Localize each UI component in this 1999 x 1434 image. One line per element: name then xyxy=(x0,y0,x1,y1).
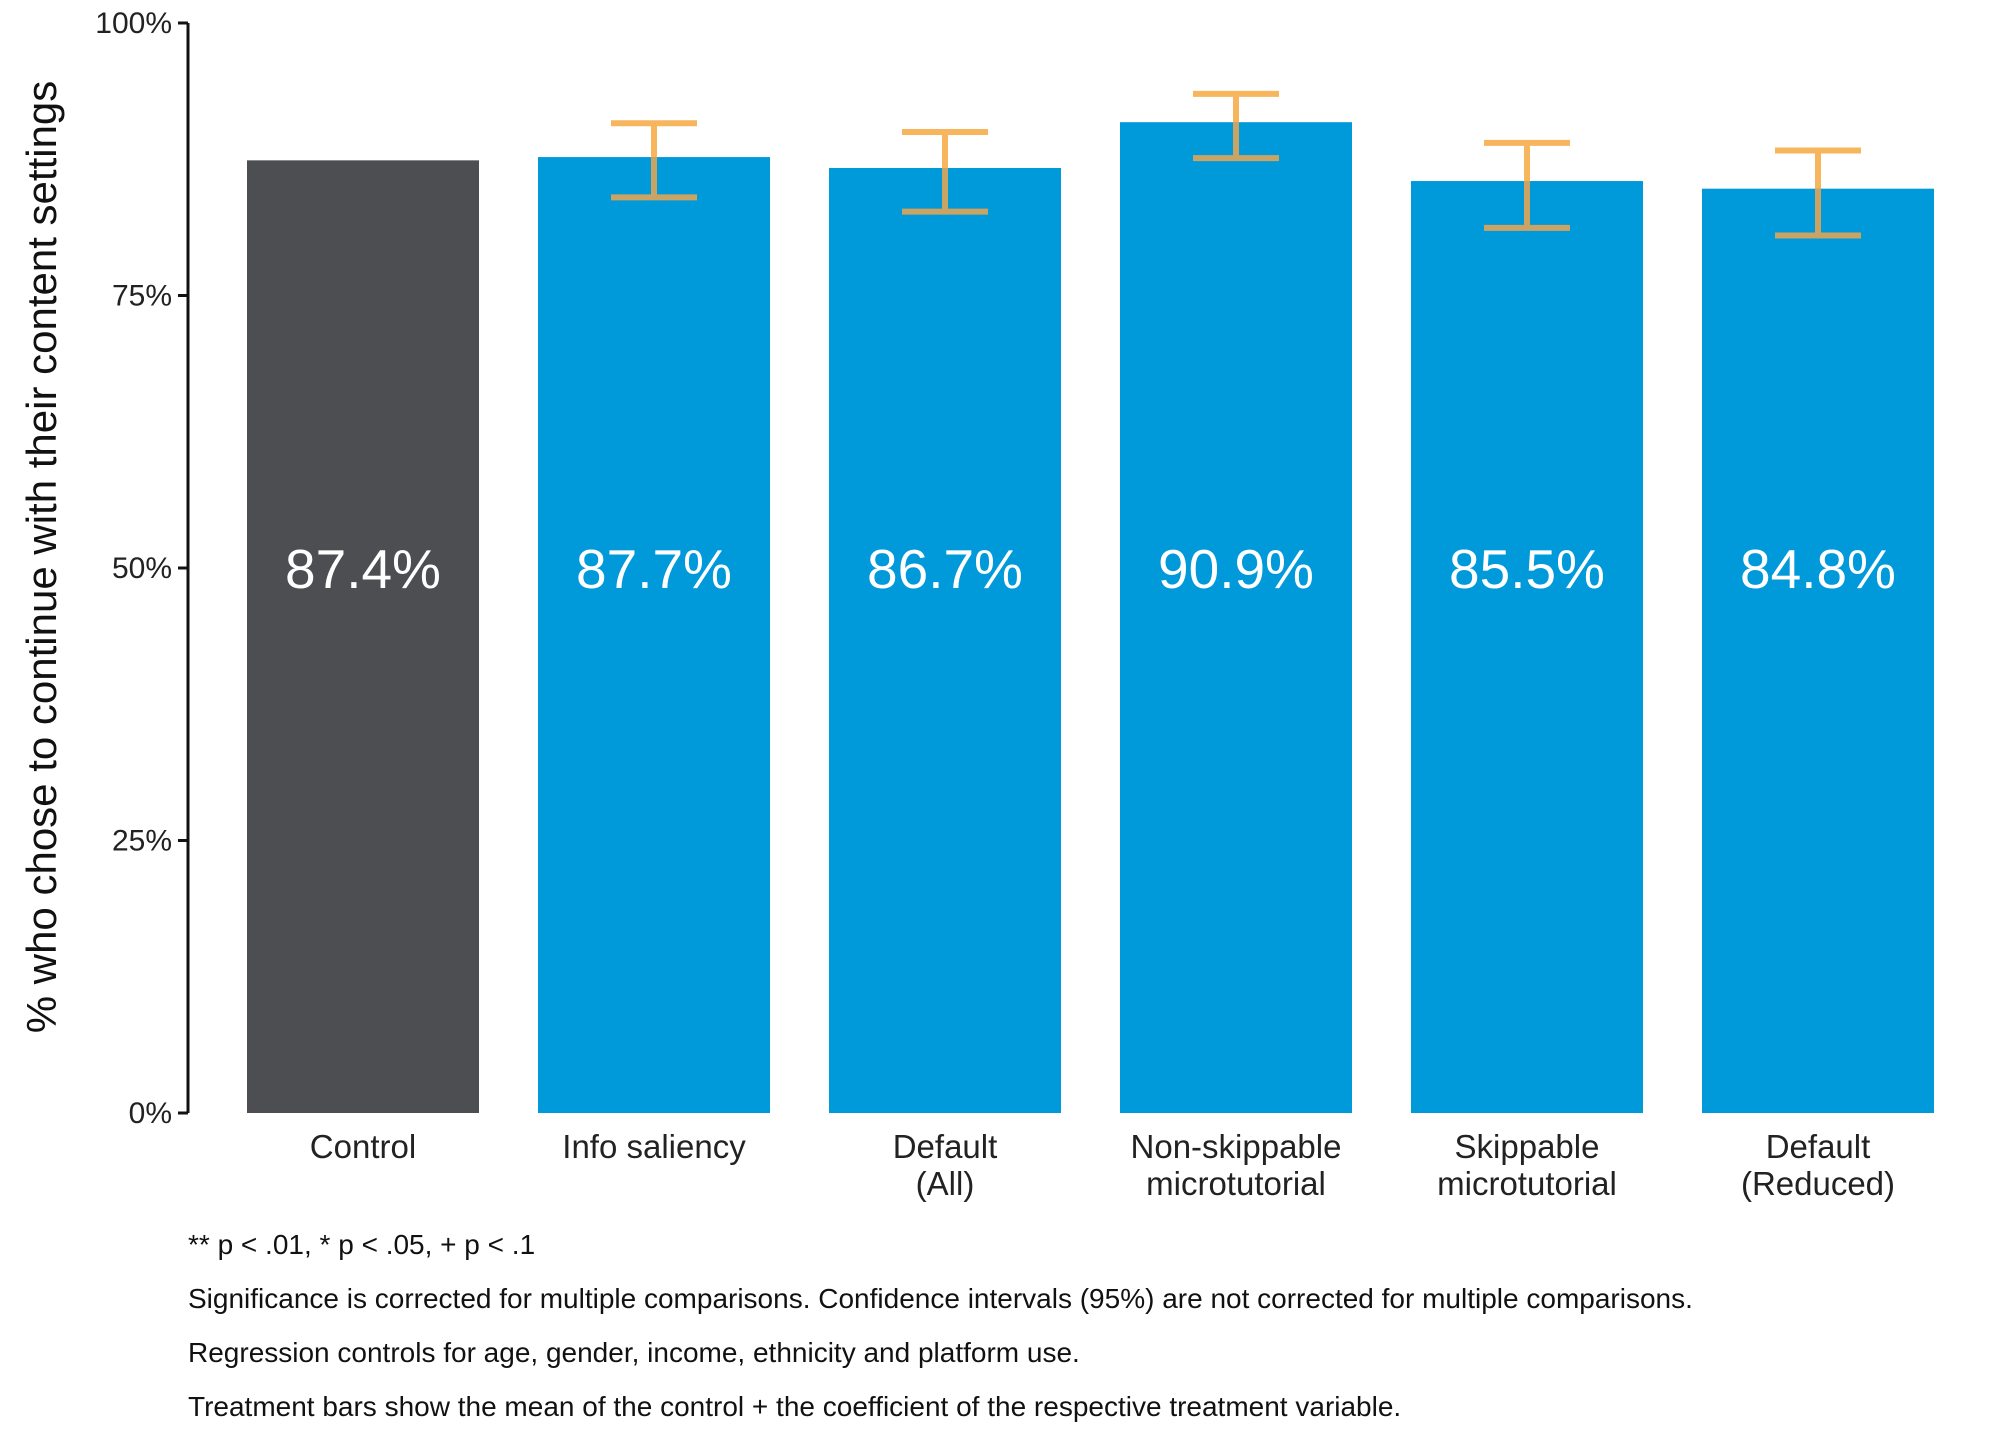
category-label-5-line-0: Default xyxy=(1766,1128,1871,1165)
value-label-1: 87.7% xyxy=(576,538,732,600)
error-bar-1 xyxy=(611,120,697,201)
category-label-5-line-1: (Reduced) xyxy=(1741,1165,1895,1202)
bar-5 xyxy=(1702,188,1934,1113)
value-labels: 87.4% 87.7% 86.7% 90.9% 85.5% 84.8% xyxy=(285,538,1896,600)
bar-4 xyxy=(1411,181,1643,1114)
y-tick-label-1: 25% xyxy=(112,825,172,858)
category-label-2-line-1: (All) xyxy=(916,1165,975,1202)
y-tick-label-2: 50% xyxy=(112,552,172,585)
y-tick-label-3: 75% xyxy=(112,280,172,313)
y-tick-label-0: 0% xyxy=(129,1097,172,1130)
y-axis-label: % who chose to continue with their conte… xyxy=(18,81,65,1034)
category-label-3-line-0: Non-skippable xyxy=(1131,1128,1342,1165)
value-label-2: 86.7% xyxy=(867,538,1023,600)
error-bars xyxy=(611,90,1861,239)
correction-note: Significance is corrected for multiple c… xyxy=(188,1283,1693,1314)
chart-notes: ** p < .01, * p < .05, + p < .1 Signific… xyxy=(188,1218,1968,1434)
value-label-0: 87.4% xyxy=(285,538,441,600)
error-bar-3 xyxy=(1193,90,1279,162)
category-label-1: Info saliency xyxy=(562,1128,746,1165)
category-label-4-line-1: microtutorial xyxy=(1437,1165,1617,1202)
value-label-3: 90.9% xyxy=(1158,538,1314,600)
bar-2 xyxy=(829,167,1061,1114)
value-label-4: 85.5% xyxy=(1449,538,1605,600)
error-bar-5 xyxy=(1775,147,1861,239)
bar-0 xyxy=(247,160,479,1114)
significance-note: ** p < .01, * p < .05, + p < .1 xyxy=(188,1229,536,1260)
controls-note: Regression controls for age, gender, inc… xyxy=(188,1337,1080,1368)
y-tick-label-4: 100% xyxy=(95,7,172,40)
category-label-2-line-0: Default xyxy=(893,1128,998,1165)
category-label-3-line-1: microtutorial xyxy=(1146,1165,1326,1202)
bar-3 xyxy=(1120,122,1352,1113)
category-labels: Control Info saliency Default(All)Non-skip… xyxy=(310,1128,1895,1202)
y-axis: 0% 25% 50% 75% 100% xyxy=(95,7,190,1130)
value-label-5: 84.8% xyxy=(1740,538,1896,600)
category-label-4-line-0: Skippable xyxy=(1455,1128,1600,1165)
error-bar-2 xyxy=(902,129,988,215)
error-bar-4 xyxy=(1484,139,1570,231)
bar-1 xyxy=(538,157,770,1113)
category-label-0: Control xyxy=(310,1128,416,1165)
treatment-note: Treatment bars show the mean of the cont… xyxy=(188,1391,1402,1422)
bars xyxy=(247,122,1934,1114)
